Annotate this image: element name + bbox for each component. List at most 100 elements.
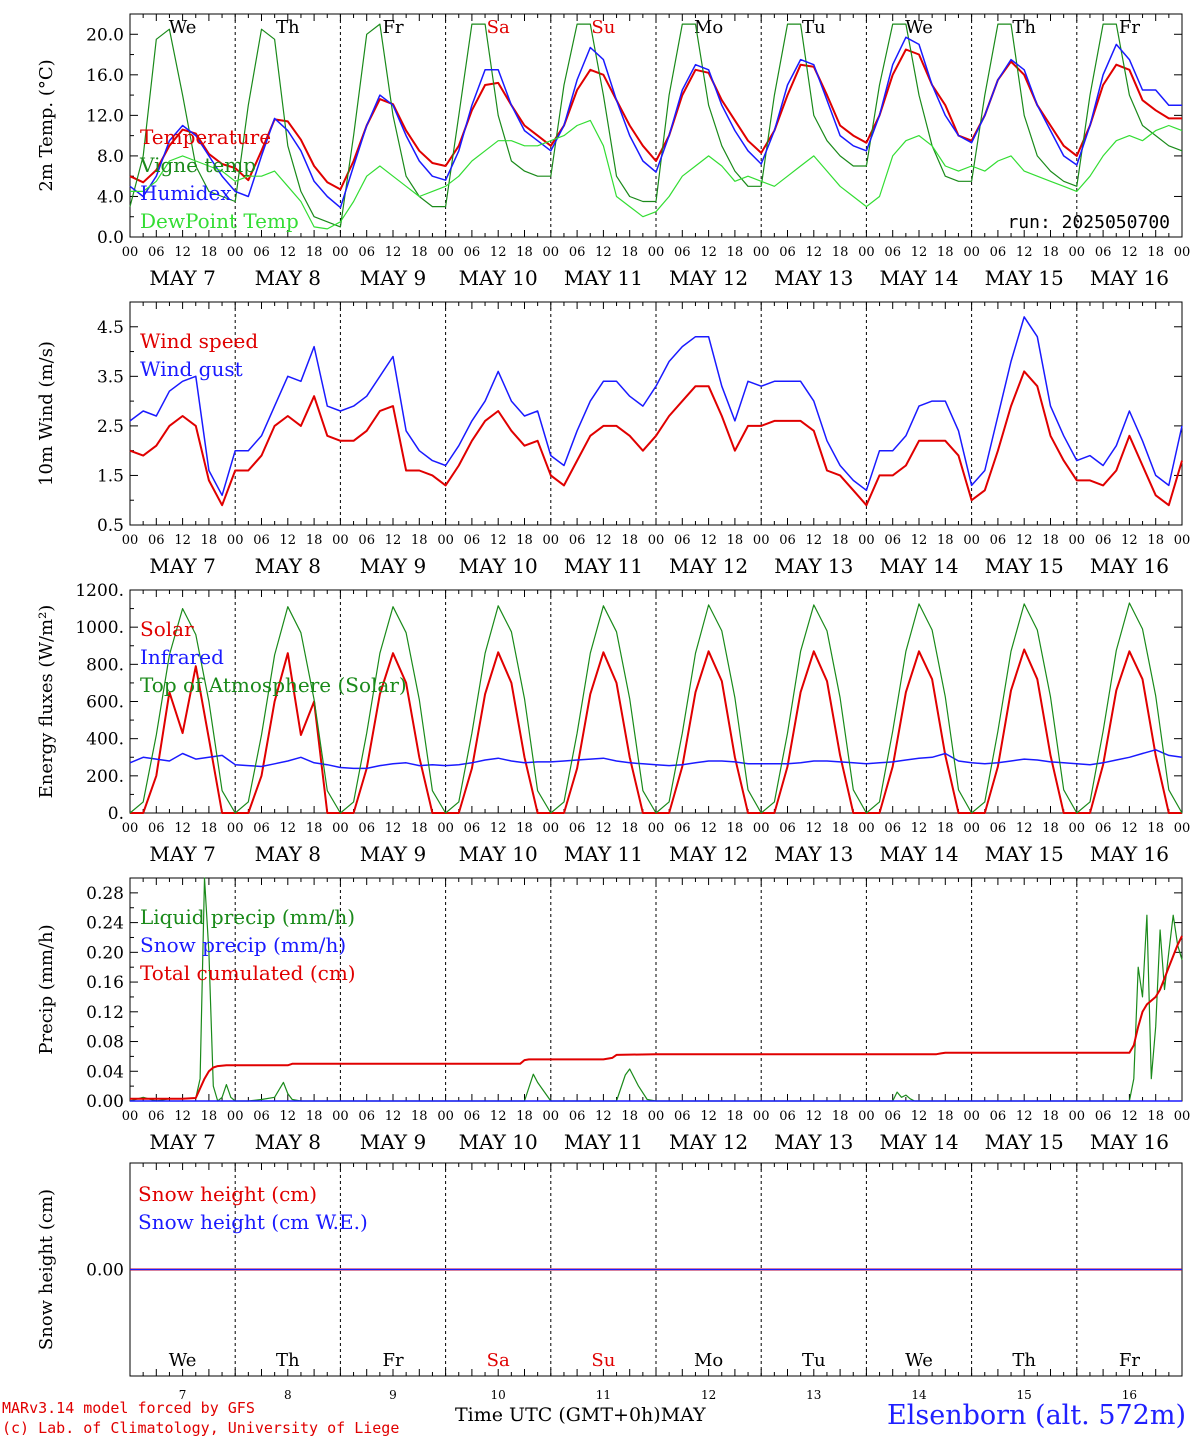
hour-label: 00: [543, 821, 560, 836]
hour-label: 12: [280, 1109, 297, 1124]
hour-label: 12: [595, 821, 612, 836]
date-label: MAY 8: [255, 1130, 321, 1154]
date-label: MAY 15: [985, 1130, 1064, 1154]
hour-label: 12: [911, 245, 928, 260]
hour-label: 18: [937, 533, 954, 548]
hour-label: 18: [727, 533, 744, 548]
hour-label: 12: [595, 1109, 612, 1124]
hour-label: 00: [122, 821, 139, 836]
hour-label: 06: [674, 533, 691, 548]
panel-4-ytick-label: 0.00: [86, 1261, 124, 1281]
hour-label: 00: [1174, 533, 1191, 548]
hour-label: 06: [358, 1109, 375, 1124]
day-number: 13: [806, 1388, 821, 1402]
hour-label: 18: [516, 533, 533, 548]
weekday-label: Su: [591, 17, 615, 38]
weekday-label: Th: [276, 17, 300, 38]
hour-label: 00: [1174, 245, 1191, 260]
date-label: MAY 16: [1090, 554, 1169, 578]
date-label: MAY 10: [459, 266, 538, 290]
hour-label: 00: [648, 245, 665, 260]
hour-label: 18: [306, 245, 323, 260]
panel-0-ylabel: 2m Temp. (°C): [36, 59, 57, 191]
hour-label: 06: [569, 821, 586, 836]
date-label: MAY 9: [360, 266, 426, 290]
panel-0-ytick-label: 20.0: [86, 25, 124, 45]
hour-label: 18: [937, 245, 954, 260]
hour-label: 06: [358, 533, 375, 548]
panel-0-ytick-label: 16.0: [86, 66, 124, 86]
day-number: 16: [1122, 1388, 1137, 1402]
hour-label: 18: [411, 245, 428, 260]
hour-label: 06: [779, 821, 796, 836]
hour-label: 18: [727, 821, 744, 836]
hour-label: 12: [595, 533, 612, 548]
date-label: MAY 12: [669, 842, 748, 866]
hour-label: 06: [1095, 821, 1112, 836]
series-2-2-line: [129, 602, 1183, 814]
hour-label: 18: [727, 245, 744, 260]
hour-label: 00: [437, 821, 454, 836]
hour-label: 18: [832, 533, 849, 548]
date-label: MAY 12: [669, 554, 748, 578]
date-label: MAY 9: [360, 842, 426, 866]
day-number: 10: [491, 1388, 506, 1402]
panel-0-ytick-label: 4.0: [97, 187, 124, 207]
legend-4-0: Snow height (cm): [138, 1182, 317, 1206]
hour-label: 18: [937, 821, 954, 836]
hour-label: 18: [201, 245, 218, 260]
hour-label: 12: [490, 245, 507, 260]
date-label: MAY 11: [564, 842, 643, 866]
hour-label: 00: [332, 821, 349, 836]
hour-label: 18: [621, 1109, 638, 1124]
series-1-1-line: [129, 316, 1183, 497]
hour-label: 12: [490, 1109, 507, 1124]
hour-label: 12: [174, 821, 191, 836]
date-label: MAY 7: [149, 1130, 215, 1154]
hour-label: 00: [963, 1109, 980, 1124]
hour-label: 18: [1147, 533, 1164, 548]
panel-1-ytick-label: 1.5: [97, 466, 124, 486]
day-number: 14: [911, 1388, 927, 1402]
hour-label: 00: [1069, 245, 1086, 260]
hour-label: 00: [753, 821, 770, 836]
panel-2-ytick-label: 1000.: [75, 618, 124, 638]
panel-0-ytick-label: 0.0: [97, 228, 124, 248]
hour-label: 18: [1042, 821, 1059, 836]
date-label: MAY 8: [255, 554, 321, 578]
date-label: MAY 14: [879, 266, 958, 290]
legend-3-2: Total cumulated (cm): [140, 961, 356, 985]
hour-label: 06: [569, 245, 586, 260]
run-annotation: run: 2025050700: [1007, 212, 1170, 233]
hour-label: 06: [779, 1109, 796, 1124]
series-2-1-line: [129, 749, 1183, 770]
hour-label: 06: [253, 821, 270, 836]
hour-label: 18: [411, 533, 428, 548]
date-label: MAY 14: [879, 1130, 958, 1154]
weekday-label: Sa: [487, 1350, 510, 1371]
date-label: MAY 14: [879, 842, 958, 866]
hour-label: 12: [911, 821, 928, 836]
hour-label: 00: [963, 245, 980, 260]
hour-label: 12: [1016, 1109, 1033, 1124]
hour-label: 12: [385, 533, 402, 548]
hour-label: 12: [1016, 821, 1033, 836]
date-label: MAY 8: [255, 266, 321, 290]
hour-label: 06: [990, 245, 1007, 260]
weekday-label: Fr: [382, 17, 403, 38]
panel-3-ytick-label: 0.12: [86, 1003, 124, 1023]
hour-label: 00: [227, 1109, 244, 1124]
hour-label: 12: [385, 821, 402, 836]
day-number: 12: [701, 1388, 716, 1402]
hour-label: 12: [595, 245, 612, 260]
hour-label: 12: [490, 533, 507, 548]
hour-label: 18: [727, 1109, 744, 1124]
hour-label: 18: [621, 821, 638, 836]
hour-label: 12: [806, 533, 823, 548]
weekday-label: We: [905, 17, 933, 38]
day-number: 8: [284, 1388, 292, 1402]
hour-label: 18: [306, 1109, 323, 1124]
weekday-label: Tu: [802, 1350, 826, 1371]
hour-label: 00: [858, 245, 875, 260]
